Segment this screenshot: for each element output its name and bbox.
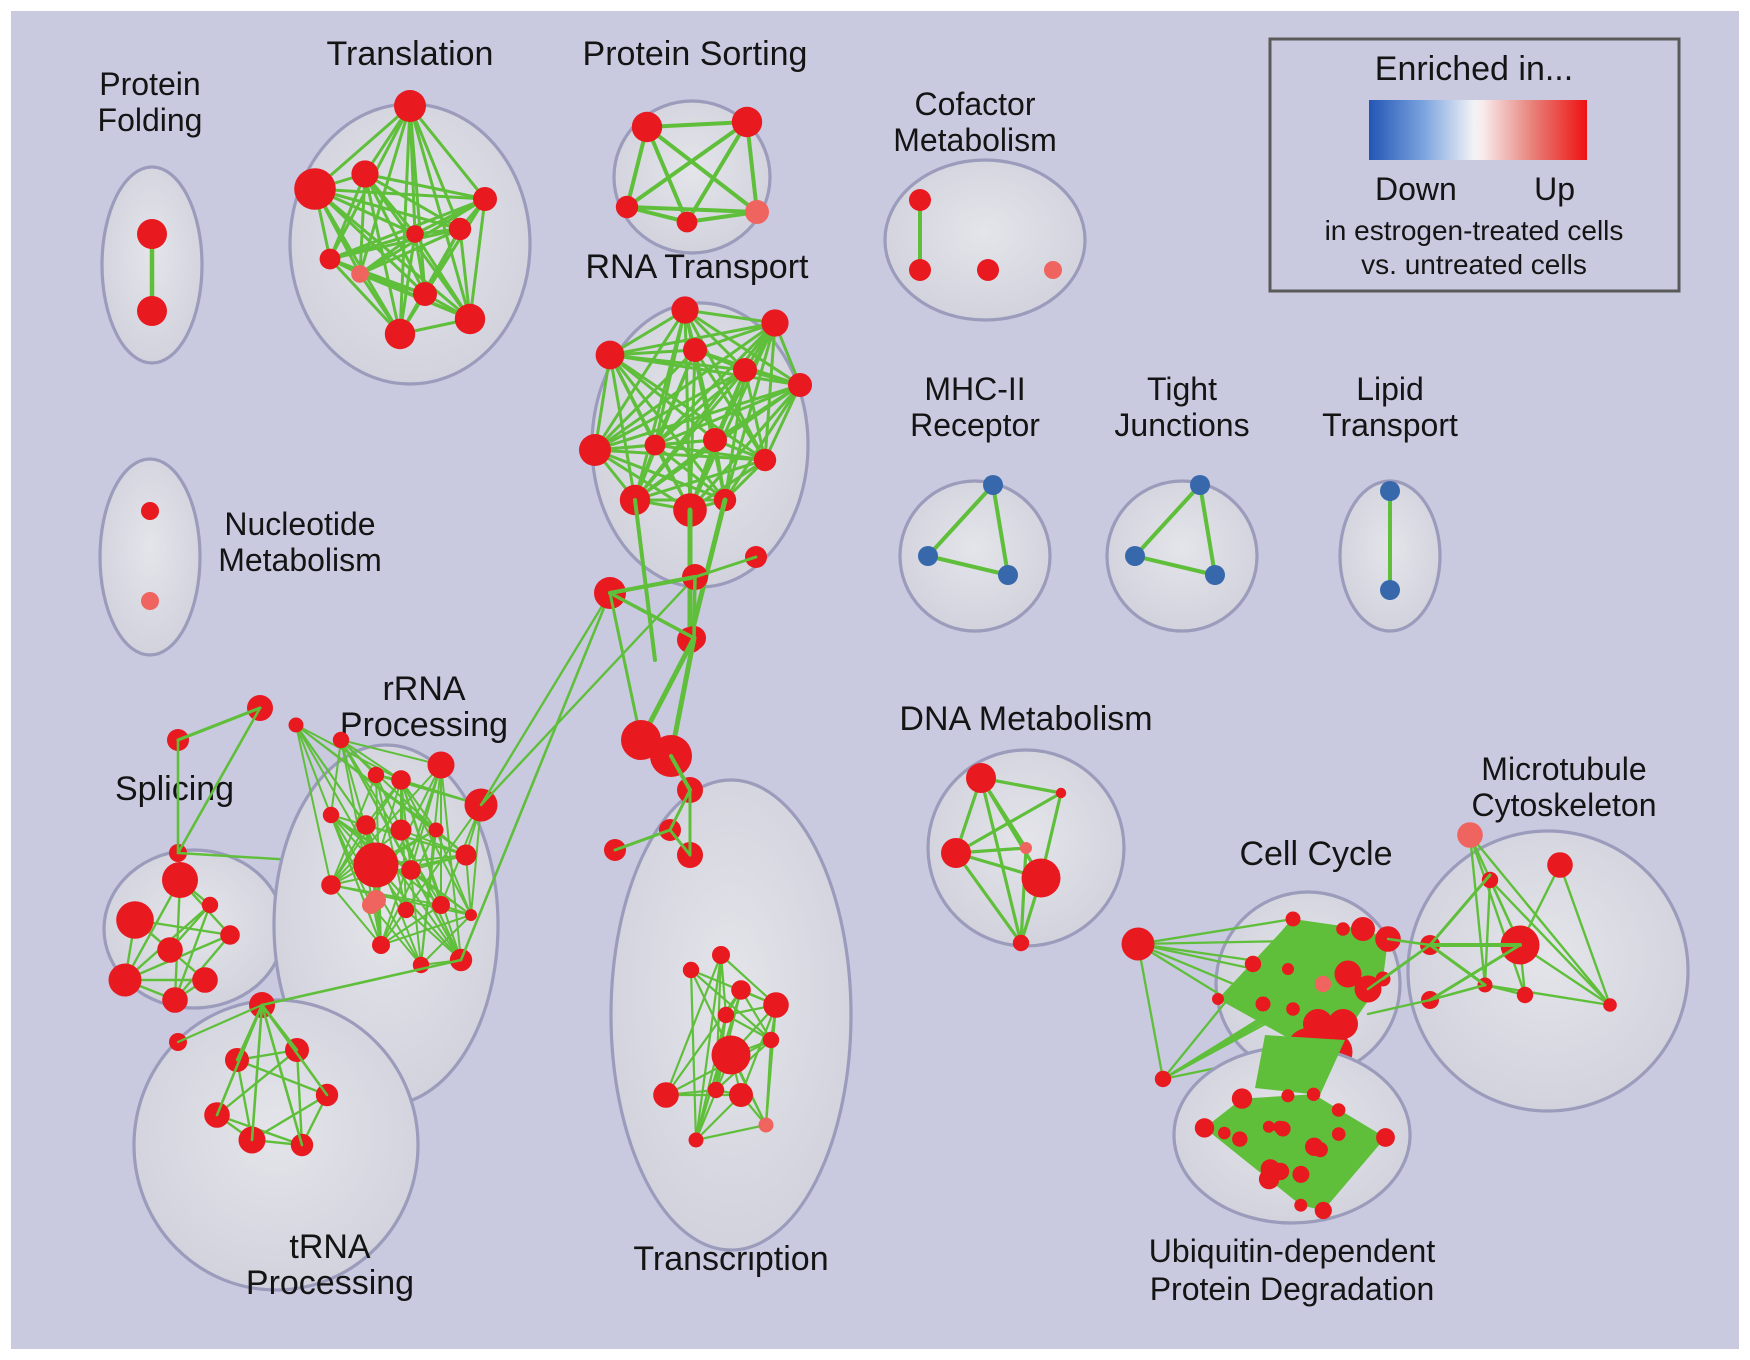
svg-text:Down: Down <box>1375 171 1457 207</box>
svg-text:rRNA: rRNA <box>382 670 465 708</box>
svg-text:Processing: Processing <box>340 706 508 744</box>
svg-text:Enriched in...: Enriched in... <box>1375 50 1573 88</box>
svg-text:Tight: Tight <box>1147 371 1217 407</box>
svg-text:Cytoskeleton: Cytoskeleton <box>1472 787 1657 823</box>
svg-text:Folding: Folding <box>98 102 203 138</box>
svg-text:Junctions: Junctions <box>1114 407 1249 443</box>
svg-text:Protein Sorting: Protein Sorting <box>583 35 808 73</box>
svg-text:Up: Up <box>1534 171 1575 207</box>
svg-text:RNA Transport: RNA Transport <box>586 248 810 286</box>
svg-text:Microtubule: Microtubule <box>1481 751 1646 787</box>
svg-text:Protein Degradation: Protein Degradation <box>1150 1271 1435 1307</box>
svg-text:Splicing: Splicing <box>115 770 234 808</box>
svg-text:Nucleotide: Nucleotide <box>224 506 375 542</box>
svg-text:MHC-II: MHC-II <box>924 371 1025 407</box>
svg-text:Cell Cycle: Cell Cycle <box>1239 835 1392 873</box>
svg-text:Processing: Processing <box>246 1264 414 1302</box>
svg-text:Metabolism: Metabolism <box>893 122 1057 158</box>
svg-text:Cofactor: Cofactor <box>915 86 1036 122</box>
svg-text:Protein: Protein <box>99 66 200 102</box>
svg-text:Transport: Transport <box>1322 407 1458 443</box>
svg-text:Metabolism: Metabolism <box>218 542 382 578</box>
svg-text:in estrogen-treated cells: in estrogen-treated cells <box>1325 215 1624 246</box>
svg-text:vs. untreated cells: vs. untreated cells <box>1361 249 1587 280</box>
svg-text:Lipid: Lipid <box>1356 371 1424 407</box>
svg-text:Receptor: Receptor <box>910 407 1040 443</box>
svg-text:Ubiquitin-dependent: Ubiquitin-dependent <box>1149 1233 1436 1269</box>
svg-text:tRNA: tRNA <box>289 1228 371 1266</box>
svg-text:Translation: Translation <box>327 35 494 73</box>
svg-text:DNA Metabolism: DNA Metabolism <box>899 700 1152 738</box>
